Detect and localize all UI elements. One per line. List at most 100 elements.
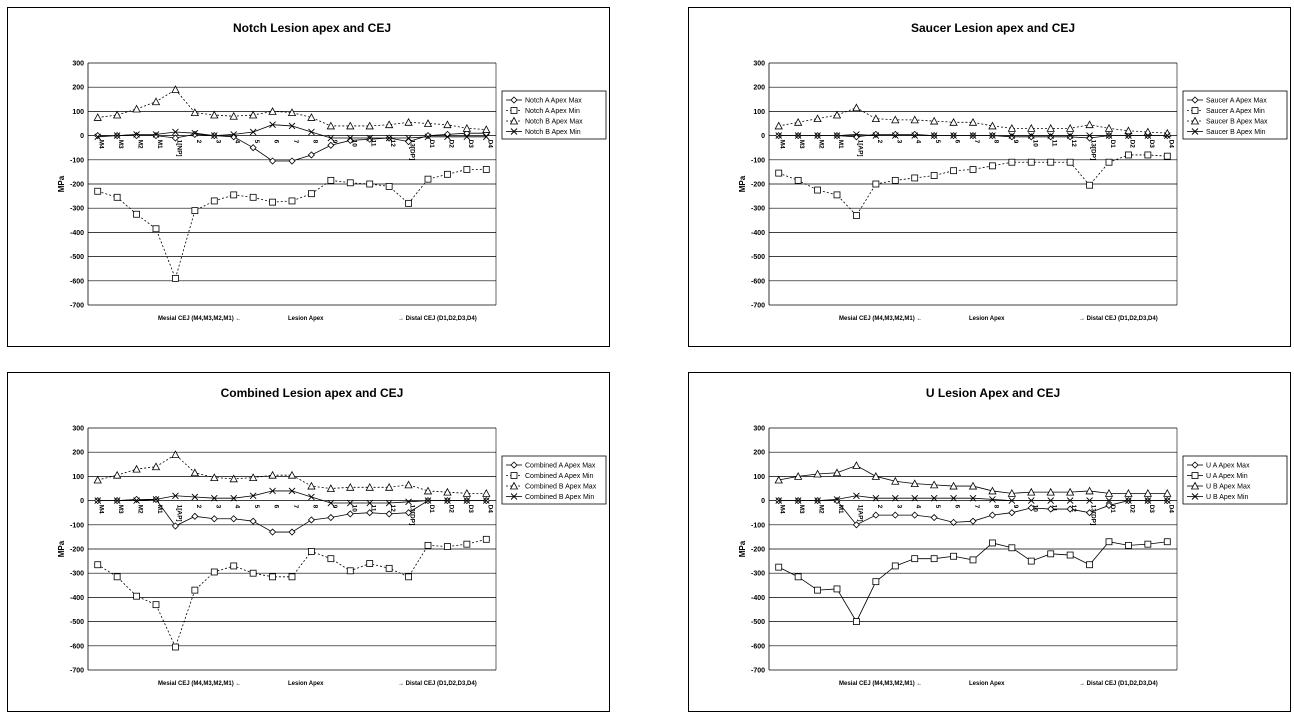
data-point (385, 183, 393, 190)
series-line (97, 169, 487, 280)
x-tick-label: 1[NP] (175, 140, 182, 157)
data-point (793, 472, 803, 480)
data-point (950, 167, 957, 175)
data-point (794, 176, 802, 184)
y-tick-label: -400 (751, 595, 765, 602)
data-point (385, 134, 393, 142)
data-point (930, 494, 938, 502)
data-point (482, 125, 491, 133)
y-tick-label: 0 (80, 498, 84, 505)
data-point (366, 180, 374, 188)
x-tick-label: D3 (467, 505, 474, 514)
x-tick-label: 2 (876, 505, 883, 509)
data-point (133, 592, 140, 600)
data-point (405, 573, 412, 581)
data-point (346, 121, 355, 130)
data-point (988, 121, 997, 130)
data-point (930, 555, 938, 563)
legend-box (1182, 90, 1288, 140)
data-point (482, 166, 490, 173)
series-line (97, 454, 487, 494)
data-point (346, 567, 354, 575)
y-tick-label: -300 (751, 206, 765, 213)
data-point (307, 113, 316, 121)
data-point (93, 113, 102, 121)
data-point (930, 513, 938, 522)
series-line (778, 541, 1168, 623)
x-tick-label: 11 (1051, 505, 1058, 512)
x-tick-label: 13[DP] (1090, 140, 1097, 161)
series-1 (775, 151, 1171, 219)
data-point (327, 141, 335, 149)
y-tick-label: -500 (70, 619, 84, 626)
data-point (1086, 181, 1093, 189)
data-point (1124, 488, 1133, 497)
data-point (112, 110, 122, 119)
legend-marker (510, 461, 518, 469)
x-tick-label: D4 (486, 505, 493, 514)
data-point (930, 172, 938, 179)
data-point (171, 522, 179, 530)
data-point (1066, 505, 1074, 513)
data-point (1125, 132, 1132, 139)
y-tick-label: 300 (72, 61, 84, 68)
data-point (249, 128, 257, 136)
legend-marker (1190, 116, 1200, 125)
data-point (152, 496, 160, 503)
data-point (1163, 488, 1172, 497)
data-point (853, 131, 860, 138)
data-point (172, 274, 179, 282)
data-point (891, 476, 900, 485)
chart-svg: Combined Lesion apex and CEJ 300 200 100 0 -1… (57, 386, 607, 687)
series-1 (775, 538, 1171, 626)
data-point (1065, 487, 1075, 496)
data-point (968, 117, 978, 126)
data-point (385, 510, 393, 518)
data-point (365, 482, 374, 491)
x-tick-label: 10 (1031, 140, 1038, 148)
x-tick-label: 3 (895, 140, 902, 144)
data-point (424, 541, 432, 549)
x-tick-label: D4 (1167, 505, 1174, 514)
data-point (872, 130, 880, 138)
data-point (1046, 487, 1055, 496)
data-point (794, 132, 802, 139)
data-point (463, 166, 471, 173)
series-0 (94, 495, 490, 536)
data-point (1027, 487, 1036, 496)
data-point (405, 199, 412, 207)
y-tick-label: -100 (751, 157, 765, 164)
data-point (1144, 132, 1152, 139)
legend-marker (510, 493, 518, 500)
data-point (365, 121, 374, 130)
chart-svg: Notch Lesion apex and CEJ 300 200 100 0 -100 -… (57, 21, 607, 322)
data-point (833, 191, 841, 199)
y-tick-label: 300 (753, 61, 765, 68)
x-tick-label: 4 (234, 505, 241, 509)
data-point (326, 121, 336, 130)
chart-title: Combined Lesion apex and CEJ (221, 386, 404, 400)
data-point (1008, 132, 1016, 139)
data-point (989, 496, 996, 503)
series-2 (93, 450, 491, 497)
y-tick-label: -400 (70, 230, 84, 237)
data-point (366, 134, 374, 142)
data-point (152, 225, 160, 233)
data-point (287, 108, 297, 117)
data-point (911, 130, 919, 138)
data-point (327, 499, 335, 507)
y-tick-label: -100 (70, 522, 84, 529)
legend-marker (1191, 107, 1199, 114)
series-2 (93, 85, 491, 133)
y-axis-label: MPa (738, 540, 747, 557)
data-point (1104, 123, 1114, 132)
chart-title: Saucer Lesion apex and CEJ (911, 21, 1075, 35)
y-axis-label: MPa (57, 175, 66, 192)
x-tick-label: M3 (117, 505, 124, 514)
data-point (969, 166, 977, 173)
x-tick-label: 7 (292, 140, 299, 144)
data-point (1066, 551, 1074, 559)
data-point (833, 132, 841, 139)
data-point (191, 512, 199, 520)
x-tick-label: 7 (292, 505, 299, 509)
